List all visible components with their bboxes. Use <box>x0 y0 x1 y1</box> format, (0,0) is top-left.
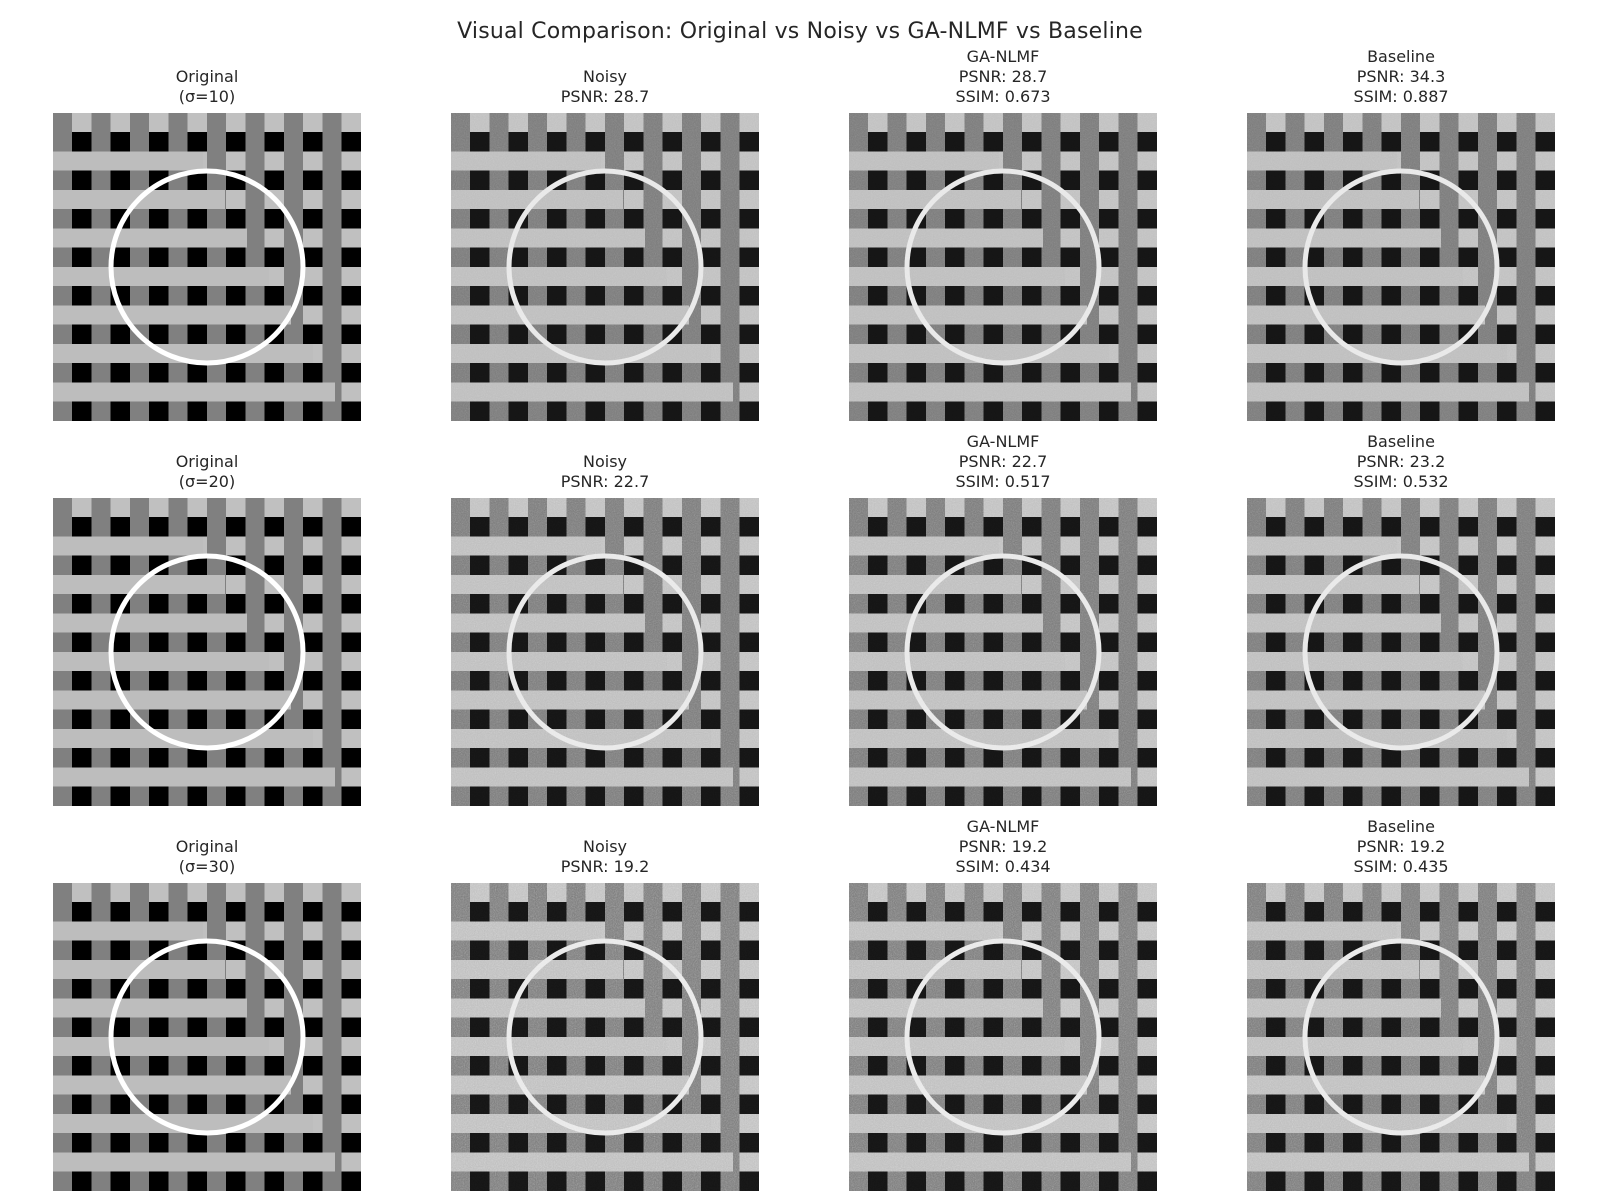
panel-title-line: Baseline <box>1367 432 1435 451</box>
panel-title-line: (σ=20) <box>178 472 236 491</box>
panel-title-line: Original <box>175 452 239 471</box>
image-tile <box>53 113 361 421</box>
panel-title: Noisy PSNR: 28.7 <box>411 67 799 107</box>
panel-title-line: Noisy <box>582 452 627 471</box>
checker-holes <box>72 902 361 1191</box>
panel-title: Baseline PSNR: 19.2 SSIM: 0.435 <box>1207 817 1595 877</box>
panel-title-line: Noisy <box>582 837 627 856</box>
panel-title: Baseline PSNR: 23.2 SSIM: 0.532 <box>1207 432 1595 492</box>
panel-title-line: SSIM: 0.434 <box>955 857 1051 876</box>
panel-title: GA-NLMF PSNR: 22.7 SSIM: 0.517 <box>809 432 1197 492</box>
panel-title-line: SSIM: 0.887 <box>1353 87 1449 106</box>
panel-title-line: Original <box>175 837 239 856</box>
image-tile <box>53 498 361 806</box>
panel-title: Baseline PSNR: 34.3 SSIM: 0.887 <box>1207 47 1595 107</box>
panel-title-line: PSNR: 22.7 <box>560 472 650 491</box>
panel-title-line: SSIM: 0.517 <box>955 472 1051 491</box>
panel-title-line: SSIM: 0.532 <box>1353 472 1449 491</box>
panel-title-line: PSNR: 19.2 <box>958 837 1048 856</box>
horizontal-stripes <box>53 151 335 402</box>
noise-overlay <box>1247 883 1555 1191</box>
panel-title-line: PSNR: 28.7 <box>560 87 650 106</box>
panel-title: Original (σ=10) <box>13 67 401 107</box>
panel-title-line: GA-NLMF <box>966 432 1040 451</box>
ring-shape <box>108 168 306 366</box>
noise-overlay <box>1247 498 1555 806</box>
image-tile <box>849 113 1157 421</box>
panel-title-line: PSNR: 34.3 <box>1356 67 1446 86</box>
panel-title: GA-NLMF PSNR: 28.7 SSIM: 0.673 <box>809 47 1197 107</box>
panel-title-line: Baseline <box>1367 817 1435 836</box>
panel-title: Noisy PSNR: 19.2 <box>411 837 799 877</box>
panel-title-line: PSNR: 23.2 <box>1356 452 1446 471</box>
panel-title-line: GA-NLMF <box>966 47 1040 66</box>
panel-title-line: Original <box>175 67 239 86</box>
image-tile <box>53 883 361 1191</box>
image-tile <box>1247 883 1555 1191</box>
ring-shape <box>108 553 306 751</box>
panel-title: Noisy PSNR: 22.7 <box>411 452 799 492</box>
noise-overlay <box>451 113 759 421</box>
panel-title-line: GA-NLMF <box>966 817 1040 836</box>
image-tile <box>451 498 759 806</box>
panel-title-line: Noisy <box>582 67 627 86</box>
image-tile <box>1247 113 1555 421</box>
panel-title-line: PSNR: 19.2 <box>560 857 650 876</box>
image-tile <box>1247 498 1555 806</box>
panel-title-line: Baseline <box>1367 47 1435 66</box>
image-tile <box>849 883 1157 1191</box>
noise-overlay <box>1247 113 1555 421</box>
panel-title: GA-NLMF PSNR: 19.2 SSIM: 0.434 <box>809 817 1197 877</box>
ring-shape <box>108 938 306 1136</box>
figure-title: Visual Comparison: Original vs Noisy vs … <box>457 19 1143 44</box>
panel-title-line: PSNR: 22.7 <box>958 452 1048 471</box>
panel-title: Original (σ=30) <box>13 837 401 877</box>
checker-holes <box>72 132 361 421</box>
panel-title-line: SSIM: 0.435 <box>1353 857 1449 876</box>
noise-overlay <box>451 883 759 1191</box>
panel-title-line: PSNR: 19.2 <box>1356 837 1446 856</box>
panel-title-line: (σ=10) <box>178 87 236 106</box>
image-tile <box>451 883 759 1191</box>
panel-title-line: PSNR: 28.7 <box>958 67 1048 86</box>
panel-title-line: SSIM: 0.673 <box>955 87 1051 106</box>
panel-title-line: (σ=30) <box>178 857 236 876</box>
noise-overlay <box>849 883 1157 1191</box>
image-tile <box>451 113 759 421</box>
panel-title: Original (σ=20) <box>13 452 401 492</box>
noise-overlay <box>849 498 1157 806</box>
noise-overlay <box>451 498 759 806</box>
image-tile <box>849 498 1157 806</box>
noise-overlay <box>849 113 1157 421</box>
